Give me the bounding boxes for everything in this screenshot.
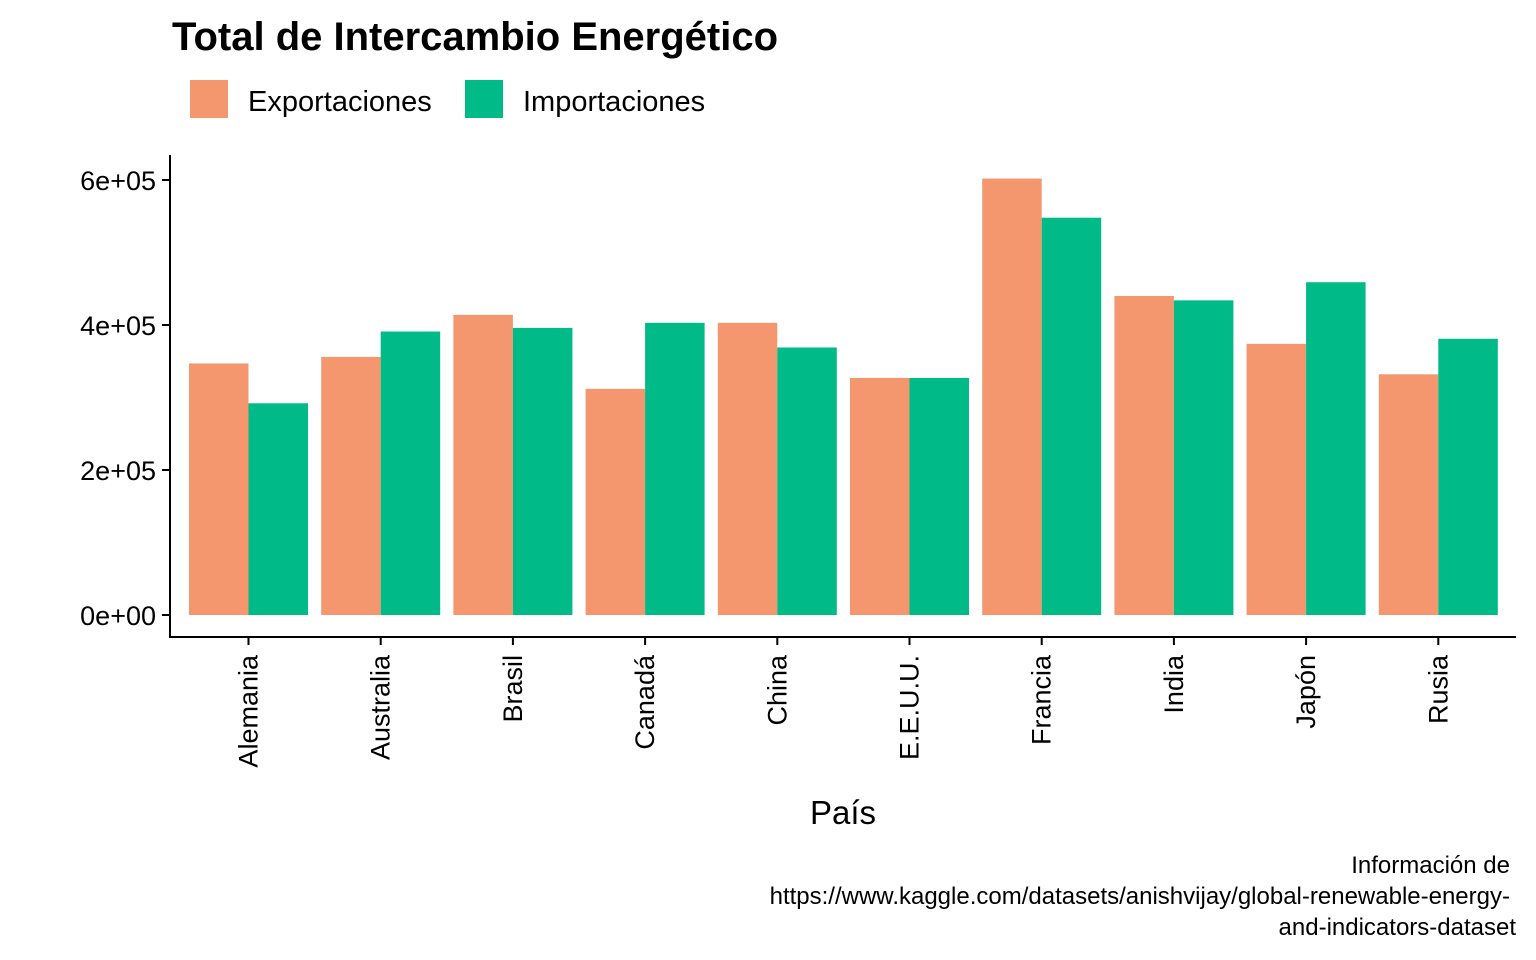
y-tick-label: 2e+05 bbox=[80, 456, 156, 486]
bar-importaciones-francia bbox=[1041, 217, 1102, 615]
bar-exportaciones-brasil bbox=[453, 314, 513, 615]
bar-importaciones-canada bbox=[645, 322, 705, 615]
x-tick-label-china: China bbox=[762, 654, 792, 726]
caption-line-2: https://www.kaggle.com/datasets/anishvij… bbox=[770, 883, 1510, 910]
bar-importaciones-australia bbox=[380, 331, 441, 615]
x-tick-label-francia: Francia bbox=[1027, 654, 1057, 745]
x-axis-title: País bbox=[810, 794, 876, 831]
x-tick-label-e-e-u-u: E.E.U.U. bbox=[895, 655, 925, 760]
x-tick-label-brasil: Brasil bbox=[498, 655, 528, 723]
caption-line-1: Información de bbox=[1351, 852, 1510, 879]
x-tick-label-canada: Canadá bbox=[630, 654, 660, 750]
bar-importaciones-china bbox=[777, 347, 837, 615]
y-tick-label: 4e+05 bbox=[80, 311, 156, 341]
x-tick-label-australia: Australia bbox=[366, 654, 396, 760]
bar-exportaciones-e-e-u-u bbox=[850, 377, 910, 615]
bars-group bbox=[189, 178, 1498, 616]
legend-label-exportaciones: Exportaciones bbox=[248, 86, 432, 118]
bar-importaciones-india bbox=[1173, 300, 1234, 615]
x-axis: Alemania Australia Brasil Canadá China E.E.U.… bbox=[169, 636, 1516, 768]
bar-exportaciones-canada bbox=[585, 388, 646, 615]
x-tick-label-japon: Japón bbox=[1291, 655, 1321, 729]
y-tick-label: 0e+00 bbox=[80, 601, 156, 631]
legend-swatch-exportaciones bbox=[190, 80, 228, 118]
x-tick-label-india: India bbox=[1159, 654, 1189, 714]
bar-importaciones-rusia bbox=[1438, 338, 1498, 615]
bar-exportaciones-rusia bbox=[1378, 374, 1439, 615]
caption-line-3: and-indicators-dataset bbox=[1279, 914, 1517, 941]
bar-importaciones-e-e-u-u bbox=[909, 377, 969, 615]
legend: Exportaciones Importaciones bbox=[190, 80, 705, 118]
bar-exportaciones-australia bbox=[321, 356, 381, 615]
x-tick-label-rusia: Rusia bbox=[1423, 654, 1453, 724]
y-axis: 0e+00 2e+05 4e+05 6e+05 bbox=[80, 155, 171, 638]
bar-exportaciones-japon bbox=[1246, 343, 1307, 615]
bar-importaciones-japon bbox=[1306, 282, 1366, 615]
bar-exportaciones-alemania bbox=[189, 363, 249, 615]
y-tick-label: 6e+05 bbox=[80, 166, 156, 196]
legend-swatch-importaciones bbox=[465, 80, 503, 118]
chart-title: Total de Intercambio Energético bbox=[172, 15, 778, 59]
legend-label-importaciones: Importaciones bbox=[523, 86, 705, 118]
bar-importaciones-brasil bbox=[512, 327, 573, 615]
x-tick-label-alemania: Alemania bbox=[234, 654, 264, 768]
bar-importaciones-alemania bbox=[248, 403, 308, 615]
bar-exportaciones-india bbox=[1114, 296, 1174, 615]
bar-exportaciones-china bbox=[717, 322, 778, 615]
caption: Información de https://www.kaggle.com/da… bbox=[770, 852, 1517, 941]
bar-exportaciones-francia bbox=[982, 178, 1042, 616]
